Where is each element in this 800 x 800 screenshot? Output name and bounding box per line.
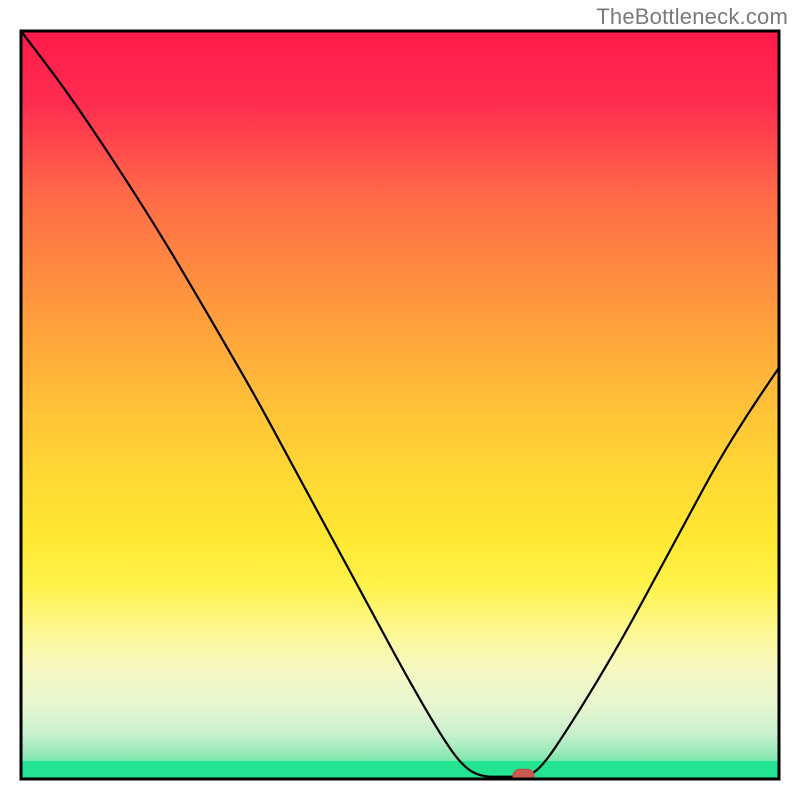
plot-background [21,31,779,779]
watermark-text: TheBottleneck.com [596,4,788,30]
optimum-marker [513,769,534,782]
plot-bottom-band [21,761,779,779]
chart-stage: TheBottleneck.com [0,0,800,800]
bottleneck-chart [0,0,800,800]
